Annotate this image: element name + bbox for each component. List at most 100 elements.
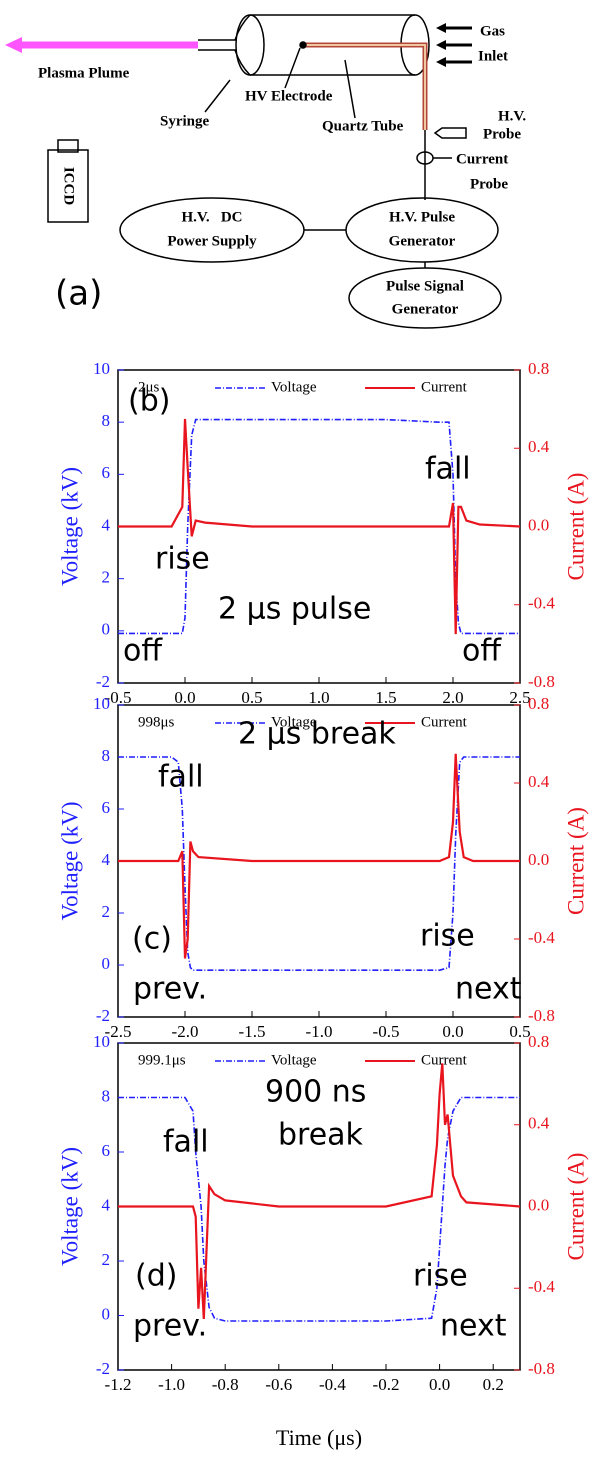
signal-generator: [349, 268, 501, 328]
legend-title: 999.1μs: [138, 1052, 186, 1068]
y2-tick-label: -0.4: [528, 1277, 555, 1296]
y-axis-label: Voltage (kV): [57, 801, 82, 920]
y-tick-label: 0: [102, 954, 111, 973]
y-tick-label: -2: [96, 1359, 110, 1378]
pointer: [285, 48, 300, 88]
label: H.V. Pulse: [389, 209, 455, 225]
annotation: prev.: [133, 972, 207, 1007]
y2-tick-label: 0.0: [528, 850, 549, 869]
panel-label: (b): [128, 384, 170, 419]
y-tick-label: 4: [102, 850, 111, 869]
y2-tick-label: 0.0: [528, 515, 549, 534]
label: Pulse Signal: [386, 278, 464, 294]
y2-tick-label: -0.8: [528, 1359, 555, 1378]
pointer: [205, 80, 230, 112]
annotation: fall: [163, 1125, 209, 1160]
y2-tick-label: 0.4: [528, 437, 550, 456]
legend-label: Voltage: [271, 379, 317, 395]
x-tick-label: 0.0: [442, 1022, 463, 1041]
label: Probe: [470, 176, 508, 192]
y2-tick-label: -0.4: [528, 594, 555, 613]
y2-axis-label: Current (A): [563, 807, 588, 915]
x-axis-label: Time (μs): [276, 1425, 362, 1450]
y2-tick-label: 0.8: [528, 694, 549, 713]
label: Gas: [480, 23, 505, 39]
y-axis-label: Voltage (kV): [57, 467, 82, 586]
y-tick-label: 6: [102, 463, 111, 482]
x-tick-label: -2.0: [172, 1022, 199, 1041]
power-supply: [120, 198, 304, 262]
y2-axis-label: Current (A): [563, 1153, 588, 1261]
x-tick-label: -0.8: [212, 1375, 239, 1394]
label: Generator: [392, 301, 459, 317]
y2-axis-label: Current (A): [563, 473, 588, 581]
x-tick-label: 0.0: [174, 688, 195, 707]
label: Plasma Plume: [38, 65, 130, 81]
annotation: rise: [413, 1259, 468, 1294]
electrode-tip: [300, 42, 306, 48]
y-tick-label: 4: [102, 515, 111, 534]
annotation: next: [455, 972, 522, 1007]
label: Inlet: [478, 48, 508, 64]
panel-label: (d): [135, 1259, 177, 1294]
annotation: off: [123, 634, 163, 669]
y-tick-label: 2: [102, 902, 111, 921]
annotation: fall: [425, 452, 471, 487]
x-tick-label: 1.5: [375, 688, 396, 707]
legend-label: Current: [421, 379, 468, 395]
y-tick-label: 10: [93, 694, 110, 713]
x-tick-label: -0.2: [373, 1375, 400, 1394]
label: Current: [456, 151, 508, 167]
annotation: next: [440, 1309, 507, 1344]
annotation: prev.: [133, 1309, 207, 1344]
y-tick-label: 8: [102, 411, 111, 430]
legend-title: 998μs: [138, 714, 175, 730]
y-tick-label: -2: [96, 1006, 110, 1025]
label: Quartz Tube: [322, 118, 404, 134]
x-tick-label: -1.5: [239, 1022, 266, 1041]
y-tick-label: 4: [102, 1195, 111, 1214]
panel-label: (a): [55, 274, 102, 314]
label: Power Supply: [167, 233, 257, 249]
x-tick-label: -0.6: [265, 1375, 292, 1394]
tube-end: [236, 15, 264, 75]
y-tick-label: 2: [102, 1250, 111, 1269]
legend-label: Voltage: [271, 1052, 317, 1068]
y-tick-label: 10: [93, 1032, 110, 1051]
annotation: 2 μs break: [238, 717, 396, 752]
annotation: 900 ns: [265, 1075, 366, 1110]
gas-arrowheads: [436, 23, 446, 67]
y2-tick-label: -0.8: [528, 672, 555, 691]
y-tick-label: 10: [93, 359, 110, 378]
y-tick-label: 0: [102, 620, 111, 639]
y-tick-label: 0: [102, 1304, 111, 1323]
annotation: fall: [158, 760, 204, 795]
label: Probe: [483, 126, 521, 142]
beam-arrow: [5, 37, 22, 53]
label: Syringe: [160, 113, 210, 129]
y2-tick-label: 0.4: [528, 1114, 550, 1133]
y-tick-label: 6: [102, 798, 111, 817]
pulse-generator: [346, 198, 498, 262]
y-tick-label: 8: [102, 746, 111, 765]
panel-label: (c): [132, 922, 172, 957]
y-axis-label: Voltage (kV): [57, 1147, 82, 1266]
annotation: break: [278, 1118, 364, 1153]
legend-label: Current: [421, 1052, 468, 1068]
y-tick-label: 2: [102, 568, 111, 587]
y-tick-label: 6: [102, 1141, 111, 1160]
label: Generator: [389, 233, 456, 249]
y2-tick-label: -0.8: [528, 1006, 555, 1025]
label: H.V. DC: [182, 209, 243, 225]
y2-tick-label: -0.4: [528, 928, 555, 947]
x-tick-label: -1.0: [306, 1022, 333, 1041]
y-tick-label: -2: [96, 672, 110, 691]
annotation: off: [462, 634, 502, 669]
annotation: rise: [155, 542, 210, 577]
y-tick-label: 8: [102, 1086, 111, 1105]
label: H.V.: [498, 108, 526, 124]
annotation: 2 μs pulse: [218, 592, 371, 627]
x-tick-label: -1.0: [158, 1375, 185, 1394]
x-tick-label: 0.0: [429, 1375, 450, 1394]
x-tick-label: 0.2: [483, 1375, 504, 1394]
